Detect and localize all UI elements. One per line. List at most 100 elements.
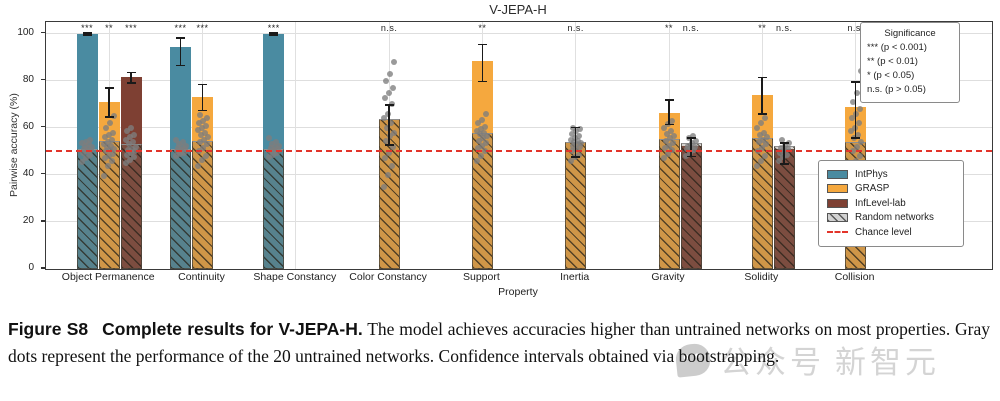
untrained-network-dot <box>182 142 189 149</box>
untrained-network-dot <box>683 153 689 160</box>
untrained-network-dot <box>690 133 696 140</box>
confidence-interval-bar <box>761 77 764 115</box>
h-gridline <box>46 80 992 82</box>
untrained-network-dot <box>567 157 574 164</box>
untrained-network-dot <box>855 120 862 127</box>
legend-item-inflevel-lab: InfLevel-lab <box>827 196 955 211</box>
untrained-network-dot <box>105 162 112 169</box>
chance-level-dash-swatch <box>827 231 848 234</box>
y-tick-mark <box>41 79 45 81</box>
confidence-interval-cap <box>686 155 696 158</box>
untrained-network-dot <box>195 120 202 127</box>
untrained-network-dot <box>782 142 789 149</box>
untrained-network-dot <box>481 129 488 136</box>
untrained-network-dot <box>474 157 481 164</box>
untrained-network-dot <box>271 143 278 150</box>
legend-label: GRASP <box>855 183 890 195</box>
untrained-network-dot <box>567 136 574 143</box>
untrained-network-dot <box>754 162 761 169</box>
untrained-network-dot <box>848 115 855 122</box>
untrained-network-dot <box>760 136 767 143</box>
untrained-network-dot <box>482 123 489 130</box>
bar-group-color-constancy: n.s. <box>356 22 422 269</box>
significance-marker: n.s. <box>380 23 398 33</box>
legend-item-random-networks: Random networks <box>827 211 955 226</box>
untrained-network-dot <box>778 144 785 151</box>
untrained-network-dot <box>382 155 389 162</box>
untrained-network-dot <box>194 162 201 169</box>
untrained-network-dot <box>382 95 389 102</box>
x-tick-label: Object Permanence <box>61 271 155 283</box>
untrained-network-dot <box>181 146 188 153</box>
bar-random-networks <box>263 148 285 269</box>
legend-item-intphys: IntPhys <box>827 167 955 182</box>
untrained-network-dot <box>577 140 584 147</box>
significance-marker: ** <box>478 23 487 33</box>
untrained-network-dot <box>107 120 114 127</box>
untrained-network-dot <box>198 124 205 131</box>
untrained-network-dot <box>172 153 179 160</box>
untrained-network-dot <box>477 130 484 137</box>
legend-label: Chance level <box>855 226 912 238</box>
untrained-network-dot <box>109 157 116 164</box>
confidence-interval-cap <box>126 71 136 74</box>
untrained-network-dot <box>131 154 138 161</box>
bar-random-networks <box>565 141 587 269</box>
untrained-network-dot <box>666 142 672 149</box>
untrained-network-dot <box>198 156 205 163</box>
confidence-interval-bar <box>86 32 88 36</box>
untrained-network-dot <box>757 131 764 138</box>
bar-random-networks <box>680 143 702 269</box>
untrained-network-dot <box>203 141 210 148</box>
significance-box-title: Significance <box>884 28 936 39</box>
significance-marker: ** <box>664 23 673 33</box>
untrained-network-dot <box>87 136 94 143</box>
y-tick-label: 80 <box>22 73 34 85</box>
legend-item-grasp: GRASP <box>827 182 955 197</box>
watermark-text-2: 新智元 <box>835 345 940 381</box>
untrained-network-dot <box>662 144 668 151</box>
untrained-network-dot <box>275 142 282 149</box>
untrained-network-dot <box>568 130 575 137</box>
untrained-network-dot <box>123 160 130 167</box>
h-gridline <box>46 174 992 176</box>
untrained-network-dot <box>196 111 203 118</box>
untrained-network-dot <box>478 126 485 133</box>
untrained-network-dot <box>269 151 276 158</box>
x-axis-label: Property <box>498 286 538 298</box>
confidence-interval-cap <box>176 64 185 67</box>
chart-legend: IntPhys GRASP InfLevel-lab Random networks C… <box>818 160 964 247</box>
untrained-network-dot <box>83 138 90 145</box>
untrained-network-dot <box>175 141 182 148</box>
untrained-network-dot <box>131 131 138 138</box>
y-tick-label: 100 <box>17 26 34 38</box>
untrained-network-dot <box>128 124 135 131</box>
untrained-network-dot <box>776 157 783 164</box>
untrained-network-dot <box>754 124 761 131</box>
untrained-network-dot <box>756 138 763 145</box>
bar-random-networks <box>773 145 795 269</box>
untrained-network-dot <box>667 135 673 142</box>
chance-level-line <box>46 150 992 153</box>
untrained-network-dot <box>196 138 203 145</box>
y-tick-mark <box>41 32 45 34</box>
untrained-network-dot <box>570 138 577 145</box>
untrained-network-dot <box>81 146 88 153</box>
y-tick-label: 20 <box>22 214 34 226</box>
x-tick-label: Collision <box>834 271 875 283</box>
untrained-network-dot <box>87 151 94 158</box>
h-gridline <box>46 221 992 223</box>
untrained-network-dot <box>762 115 769 122</box>
legend-color-swatch <box>827 184 848 194</box>
untrained-network-dot <box>785 146 792 153</box>
untrained-network-dot <box>268 141 275 148</box>
bar-group-inertia: n.s. <box>543 22 609 269</box>
untrained-network-dot <box>111 146 118 153</box>
untrained-network-dot <box>108 142 115 149</box>
untrained-network-dot <box>80 149 87 156</box>
untrained-network-dot <box>484 133 491 140</box>
y-tick-label: 0 <box>28 262 34 273</box>
confidence-interval-cap <box>269 34 279 36</box>
untrained-network-dot <box>786 140 793 147</box>
